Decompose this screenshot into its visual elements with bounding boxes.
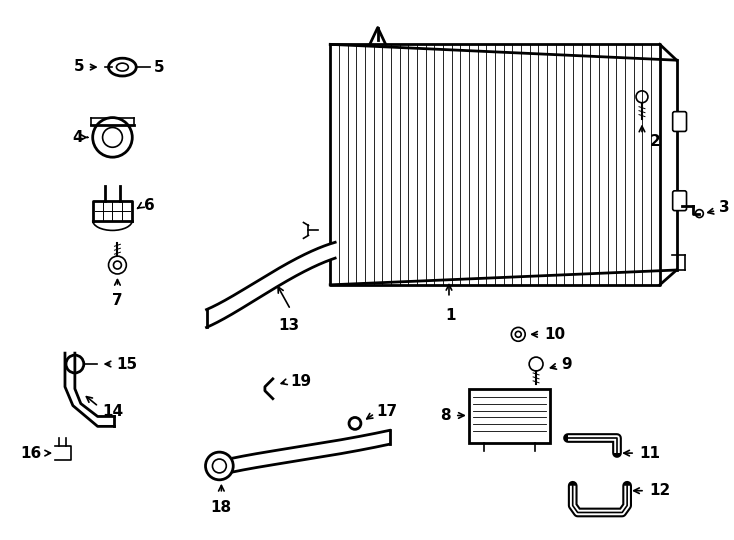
Bar: [469, 389, 550, 443]
Text: 2: 2: [650, 134, 661, 149]
Text: 8: 8: [440, 408, 451, 423]
Text: 14: 14: [103, 404, 124, 419]
Text: 9: 9: [561, 356, 572, 372]
Text: 13: 13: [278, 318, 299, 333]
Text: 15: 15: [117, 356, 137, 372]
Polygon shape: [330, 44, 660, 285]
Text: 18: 18: [211, 500, 232, 515]
FancyBboxPatch shape: [672, 112, 686, 131]
Text: 16: 16: [20, 446, 41, 461]
Polygon shape: [233, 430, 390, 472]
Text: 12: 12: [649, 483, 670, 498]
Polygon shape: [206, 242, 335, 327]
Text: 5: 5: [74, 59, 84, 73]
Text: 3: 3: [719, 200, 730, 215]
Text: 6: 6: [144, 198, 155, 213]
Text: 4: 4: [72, 130, 83, 145]
Text: 19: 19: [291, 374, 312, 389]
Polygon shape: [65, 353, 115, 427]
Text: 10: 10: [544, 327, 565, 342]
Text: 5: 5: [154, 59, 164, 75]
Text: 17: 17: [377, 404, 398, 419]
FancyBboxPatch shape: [672, 191, 686, 211]
Text: 1: 1: [446, 308, 457, 322]
Text: 11: 11: [639, 446, 660, 461]
Text: 7: 7: [112, 293, 123, 308]
